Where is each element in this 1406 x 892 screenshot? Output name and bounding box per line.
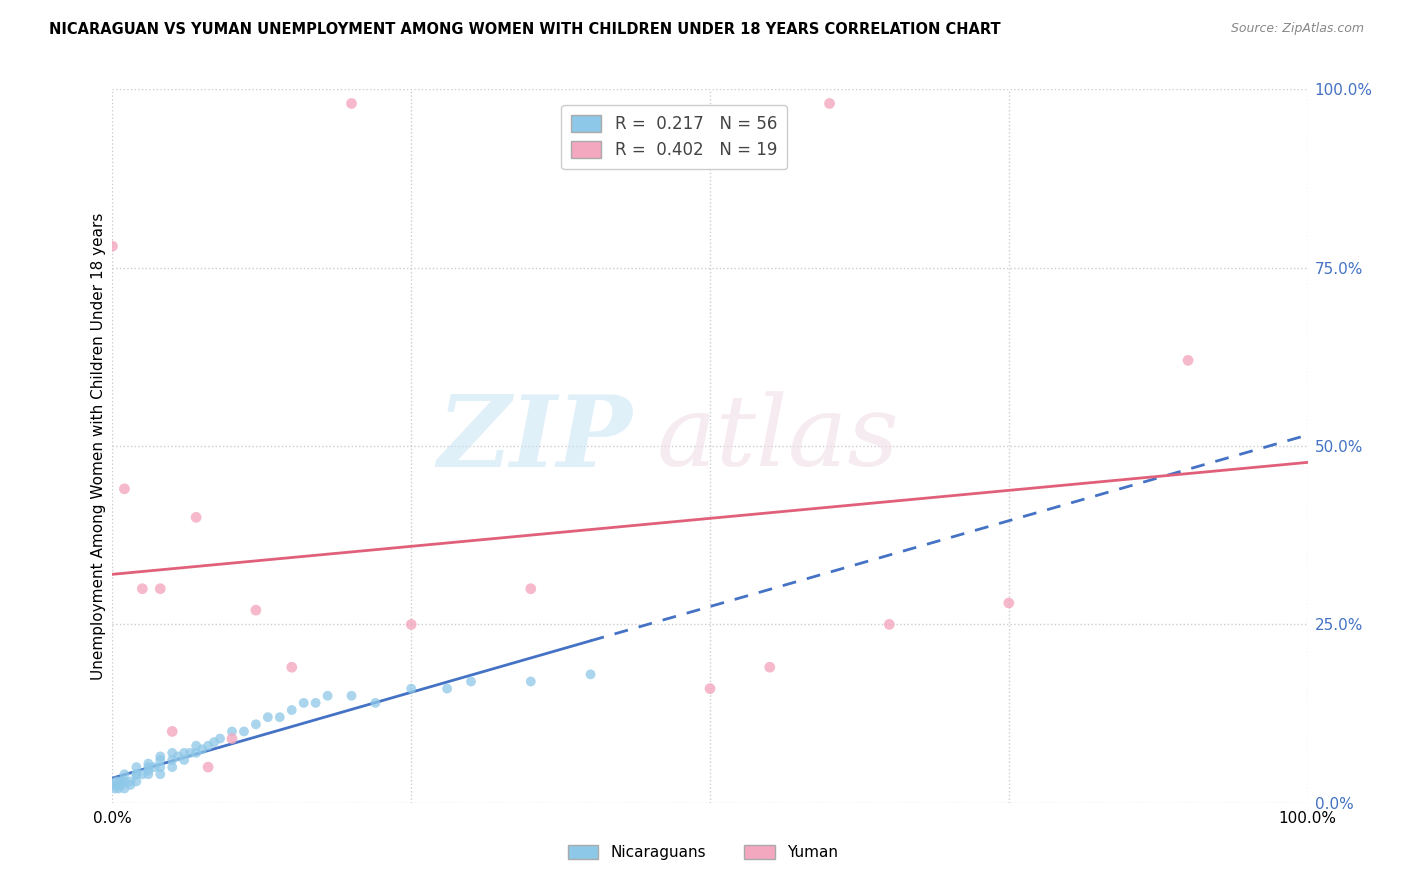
Point [257,710,280,724]
Point [120,778,142,792]
Point [120,774,142,789]
Point [245,717,267,731]
Point [114,781,135,796]
Point [221,724,243,739]
Point [269,710,291,724]
Point [125,767,148,781]
Point [233,724,256,739]
Point [149,767,172,781]
Point [179,746,201,760]
Point [108,774,131,789]
Point [114,482,135,496]
Text: NICARAGUAN VS YUMAN UNEMPLOYMENT AMONG WOMEN WITH CHILDREN UNDER 18 YEARS CORREL: NICARAGUAN VS YUMAN UNEMPLOYMENT AMONG W… [49,22,1001,37]
Point [340,689,363,703]
Point [110,778,132,792]
Point [281,703,304,717]
Point [149,760,172,774]
Y-axis label: Unemployment Among Women with Children Under 18 years: Unemployment Among Women with Children U… [91,212,105,680]
Legend: R =  0.217   N = 56, R =  0.402   N = 19: R = 0.217 N = 56, R = 0.402 N = 19 [561,104,787,169]
Point [101,778,124,792]
Point [114,774,135,789]
Point [143,760,166,774]
Point [209,731,232,746]
Point [125,767,148,781]
Point [520,674,543,689]
Point [436,681,458,696]
Point [138,760,160,774]
Point [202,735,225,749]
Point [699,681,721,696]
Text: Source: ZipAtlas.com: Source: ZipAtlas.com [1230,22,1364,36]
Point [186,510,208,524]
Point [879,617,901,632]
Point [460,674,482,689]
Point [111,774,134,789]
Point [101,239,124,253]
Point [186,739,208,753]
Point [401,681,423,696]
Text: ZIP: ZIP [437,391,633,487]
Point [579,667,602,681]
Point [173,753,195,767]
Point [105,778,128,792]
Point [818,96,841,111]
Legend: Nicaraguans, Yuman: Nicaraguans, Yuman [562,839,844,866]
Point [340,96,363,111]
Point [131,767,153,781]
Point [138,764,160,778]
Point [520,582,543,596]
Point [162,760,183,774]
Point [149,749,172,764]
Point [186,746,208,760]
Point [167,749,190,764]
Point [125,760,148,774]
Point [162,746,183,760]
Point [114,767,135,781]
Point [173,746,195,760]
Point [292,696,315,710]
Point [107,781,129,796]
Point [149,753,172,767]
Point [162,753,183,767]
Point [105,774,128,789]
Point [245,603,267,617]
Point [149,582,172,596]
Point [138,767,160,781]
Point [191,742,214,756]
Point [998,596,1021,610]
Point [305,696,328,710]
Point [221,731,243,746]
Point [364,696,387,710]
Point [197,760,219,774]
Point [759,660,782,674]
Point [281,660,304,674]
Point [125,774,148,789]
Point [401,617,423,632]
Point [162,724,183,739]
Point [316,689,339,703]
Point [1177,353,1199,368]
Point [131,582,153,596]
Text: atlas: atlas [657,392,898,486]
Point [197,739,219,753]
Point [104,781,127,796]
Point [138,756,160,771]
